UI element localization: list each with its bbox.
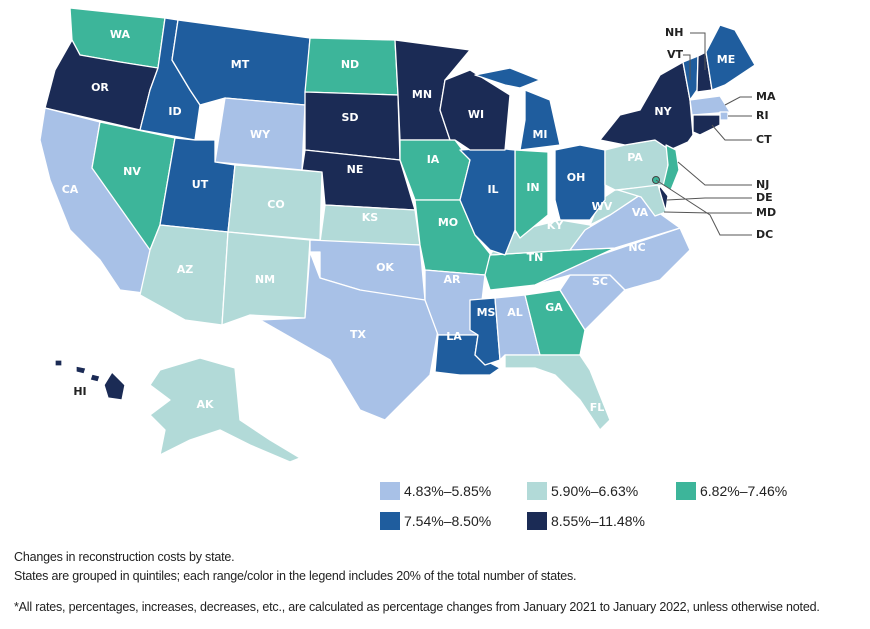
legend-swatch [527, 512, 547, 530]
state-label-MO: MO [438, 216, 458, 229]
state-label-PA: PA [627, 151, 643, 164]
state-AK[interactable] [149, 357, 301, 463]
caption-line-2: States are grouped in quintiles; each ra… [14, 569, 577, 583]
legend-item: 7.54%–8.50% [380, 512, 491, 530]
state-label-KY: KY [547, 219, 565, 232]
state-label-VT: VT [667, 48, 684, 61]
notes: Changes in reconstruction costs by state… [14, 548, 820, 617]
state-label-ME: ME [717, 53, 735, 66]
state-label-LA: LA [446, 330, 462, 343]
legend-swatch [527, 482, 547, 500]
legend-item: 4.83%–5.85% [380, 482, 491, 500]
state-MD[interactable] [617, 184, 667, 217]
state-label-NE: NE [347, 163, 364, 176]
state-label-MA: MA [756, 90, 776, 103]
callout-leader [724, 96, 752, 106]
state-label-VA: VA [632, 206, 649, 219]
callout-leader [663, 211, 752, 214]
state-label-SD: SD [341, 111, 358, 124]
state-label-CO: CO [267, 198, 284, 211]
state-label-AR: AR [444, 273, 462, 286]
state-label-HI: HI [73, 385, 86, 398]
state-ME[interactable] [705, 24, 756, 91]
state-label-ID: ID [168, 105, 181, 118]
state-HI[interactable] [75, 365, 87, 375]
state-label-AZ: AZ [177, 263, 194, 276]
state-MI[interactable] [519, 89, 561, 151]
legend-label: 5.90%–6.63% [551, 483, 639, 499]
legend-swatch [380, 482, 400, 500]
state-label-WV: WV [592, 200, 613, 213]
us-choropleth-map: WA OR CA NV ID MT WY UT CO AZ NM ND SD NE KS OK TX MN IA MO… [39, 7, 776, 463]
legend-swatch [676, 482, 696, 500]
state-FL[interactable] [504, 354, 611, 431]
state-label-NV: NV [123, 165, 141, 178]
state-label-OH: OH [567, 171, 586, 184]
state-label-FL: FL [590, 401, 605, 414]
state-RI[interactable] [719, 111, 729, 121]
state-label-IL: IL [487, 183, 498, 196]
state-MI[interactable] [474, 67, 541, 89]
callout-leader [690, 32, 706, 70]
state-label-MS: MS [477, 306, 496, 319]
callout-leader [683, 54, 691, 80]
state-label-IN: IN [526, 181, 539, 194]
state-label-CT: CT [756, 133, 772, 146]
state-NM[interactable] [221, 231, 311, 326]
callout-leader [677, 161, 752, 186]
state-HI[interactable] [103, 371, 126, 401]
state-label-WY: WY [250, 128, 271, 141]
state-label-WI: WI [468, 108, 484, 121]
state-label-OK: OK [376, 261, 394, 274]
state-label-MN: MN [412, 88, 432, 101]
state-label-NY: NY [654, 105, 672, 118]
state-label-KS: KS [362, 211, 379, 224]
state-OH[interactable] [554, 144, 606, 221]
state-label-NH: NH [665, 26, 683, 39]
callout-leader [666, 197, 752, 201]
state-HI[interactable] [54, 359, 63, 367]
state-TX[interactable] [259, 251, 439, 421]
state-label-ND: ND [341, 58, 359, 71]
legend-swatch [380, 512, 400, 530]
legend-label: 7.54%–8.50% [404, 513, 492, 529]
legend-label: 8.55%–11.48% [551, 513, 645, 529]
caption-line-1: Changes in reconstruction costs by state… [14, 550, 235, 564]
legend-item: 8.55%–11.48% [527, 512, 645, 530]
footnote: *All rates, percentages, increases, decr… [14, 600, 820, 614]
state-label-AL: AL [507, 306, 523, 319]
state-label-NJ: NJ [756, 178, 769, 191]
state-label-GA: GA [545, 301, 563, 314]
state-label-DE: DE [756, 191, 773, 204]
state-IA[interactable] [399, 139, 471, 201]
state-MA[interactable] [689, 95, 731, 116]
state-label-TX: TX [350, 328, 367, 341]
legend-item: 5.90%–6.63% [527, 482, 638, 500]
legend-item: 6.82%–7.46% [676, 482, 787, 500]
state-label-NM: NM [255, 273, 275, 286]
legend-label: 4.83%–5.85% [404, 483, 492, 499]
state-label-DC: DC [756, 228, 773, 241]
state-label-MI: MI [532, 128, 547, 141]
callout-leader [655, 179, 752, 236]
state-label-UT: UT [192, 178, 209, 191]
state-HI[interactable] [89, 373, 101, 383]
state-NY[interactable] [599, 61, 694, 151]
state-label-MD: MD [756, 206, 776, 219]
state-label-WA: WA [110, 28, 131, 41]
state-label-RI: RI [756, 109, 769, 122]
state-label-AK: AK [196, 398, 214, 411]
state-label-SC: SC [592, 275, 608, 288]
state-label-CA: CA [62, 183, 79, 196]
state-label-NC: NC [628, 241, 645, 254]
legend-label: 6.82%–7.46% [700, 483, 788, 499]
state-SD[interactable] [304, 91, 401, 161]
state-label-MT: MT [231, 58, 250, 71]
state-CT[interactable] [692, 114, 721, 136]
state-label-OR: OR [91, 81, 109, 94]
state-label-IA: IA [427, 153, 440, 166]
state-label-TN: TN [527, 251, 544, 264]
callout-leader [711, 124, 752, 141]
